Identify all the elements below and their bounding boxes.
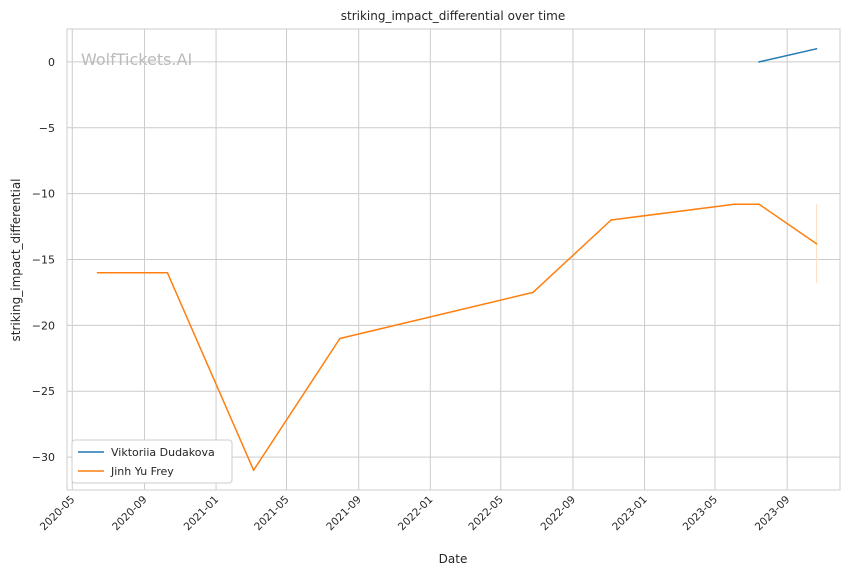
- y-axis-ticks: 0 −5 −10 −15 −20 −25 −30: [32, 56, 55, 464]
- legend: Viktoriia Dudakova Jinh Yu Frey: [71, 439, 233, 484]
- x-axis-ticks: 2020-05 2020-09 2021-01 2021-05 2021-09 2022-…: [38, 494, 792, 534]
- chart-title: striking_impact_differential over time: [341, 9, 566, 23]
- watermark: WolfTickets.AI: [81, 50, 192, 69]
- x-tick-label: 2023-01: [610, 494, 650, 534]
- x-tick-label: 2022-09: [539, 494, 579, 534]
- y-tick-label: −10: [32, 188, 55, 201]
- x-tick-label: 2023-05: [681, 494, 721, 534]
- data-point-viktoriia-dudakova: [758, 61, 760, 63]
- data-point-jinh-yu-frey: [166, 271, 169, 274]
- y-axis-label: striking_impact_differential: [9, 178, 23, 341]
- y-tick-label: 0: [48, 56, 55, 69]
- data-point-jinh-yu-frey: [339, 337, 341, 340]
- y-tick-label: −20: [32, 319, 55, 332]
- legend-label-viktoriia-dudakova: Viktoriia Dudakova: [111, 446, 215, 459]
- data-point-jinh-yu-frey: [96, 271, 99, 274]
- x-axis-label: Date: [439, 552, 468, 566]
- x-tick-label: 2021-09: [324, 494, 364, 534]
- legend-box: [71, 439, 233, 484]
- x-tick-label: 2021-05: [252, 494, 292, 534]
- data-point-jinh-yu-frey: [815, 242, 818, 245]
- data-point-jinh-yu-frey: [252, 469, 255, 472]
- data-point-jinh-yu-frey: [610, 219, 612, 221]
- x-tick-label: 2020-05: [38, 494, 78, 534]
- series-line-viktoriia-dudakova: [758, 48, 817, 63]
- y-tick-label: −30: [32, 451, 55, 464]
- data-point-viktoriia-dudakova: [815, 47, 818, 50]
- y-tick-label: −15: [32, 254, 55, 267]
- x-tick-label: 2022-01: [396, 494, 436, 534]
- x-tick-label: 2021-01: [182, 494, 222, 534]
- y-tick-label: −5: [39, 122, 55, 135]
- x-tick-label: 2020-09: [110, 494, 150, 534]
- x-tick-label: 2022-05: [466, 494, 506, 534]
- data-point-jinh-yu-frey: [758, 203, 760, 205]
- x-tick-label: 2023-09: [753, 494, 793, 534]
- data-point-jinh-yu-frey: [532, 291, 534, 294]
- data-point-jinh-yu-frey: [733, 203, 736, 205]
- y-tick-label: −25: [32, 385, 55, 398]
- grid: [67, 29, 840, 490]
- series-layer: [96, 47, 818, 472]
- legend-label-jinh-yu-frey: Jinh Yu Frey: [110, 465, 174, 478]
